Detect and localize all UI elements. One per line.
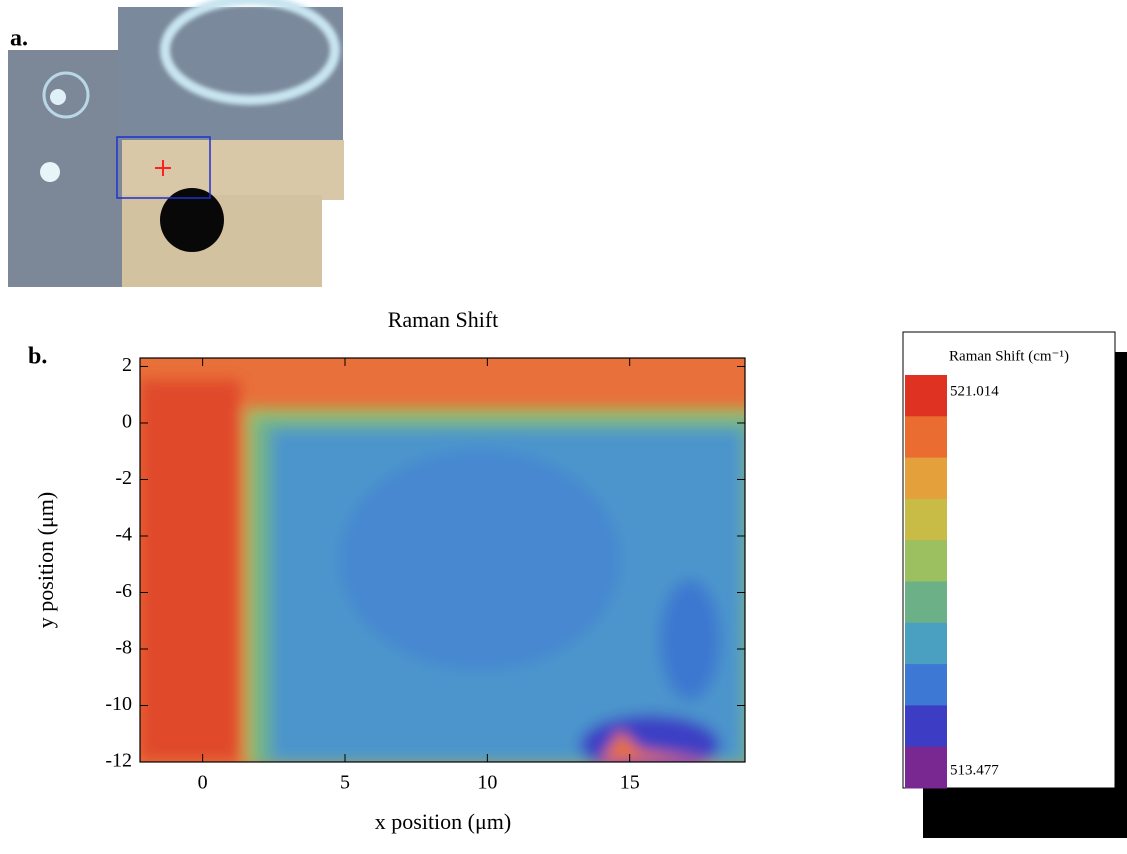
- y-tick-label: 0: [122, 411, 132, 433]
- colorbar-band: [905, 458, 947, 500]
- x-axis-label: x position (μm): [375, 809, 511, 834]
- panel-label: b.: [28, 344, 47, 370]
- colorbar-band: [905, 747, 947, 789]
- heatmap-image: [140, 358, 755, 775]
- y-tick-label: 2: [122, 354, 132, 376]
- colorbar-band: [905, 375, 947, 417]
- colorbar-band: [905, 416, 947, 458]
- colorbar-band: [905, 664, 947, 706]
- y-tick-label: -6: [115, 580, 132, 602]
- y-axis-label: y position (μm): [33, 492, 58, 628]
- x-tick-label: 0: [198, 772, 208, 794]
- colorbar-max-label: 521.014: [950, 383, 999, 399]
- colorbar-title: Raman Shift (cm⁻¹): [949, 348, 1069, 364]
- y-tick-label: -10: [105, 693, 132, 715]
- x-tick-label: 15: [620, 772, 640, 794]
- y-tick-label: -2: [115, 467, 132, 489]
- colorbar-band: [905, 623, 947, 665]
- colorbar-min-label: 513.477: [950, 762, 999, 778]
- micrograph: [8, 0, 344, 287]
- panel-label: a.: [10, 26, 28, 52]
- colorbar-band: [905, 705, 947, 747]
- colorbar-band: [905, 540, 947, 582]
- y-tick-label: -8: [115, 637, 132, 659]
- x-tick-label: 10: [477, 772, 497, 794]
- colorbar-band: [905, 582, 947, 624]
- chart-title: Raman Shift: [388, 307, 499, 332]
- y-tick-label: -4: [115, 524, 132, 546]
- figure: a. b. Raman Shift x position (μm) y posi…: [0, 0, 1127, 854]
- colorbar-band: [905, 499, 947, 541]
- y-tick-label: -12: [105, 750, 132, 772]
- x-tick-label: 5: [340, 772, 350, 794]
- page: a. b. Raman Shift x position (μm) y posi…: [0, 0, 1127, 854]
